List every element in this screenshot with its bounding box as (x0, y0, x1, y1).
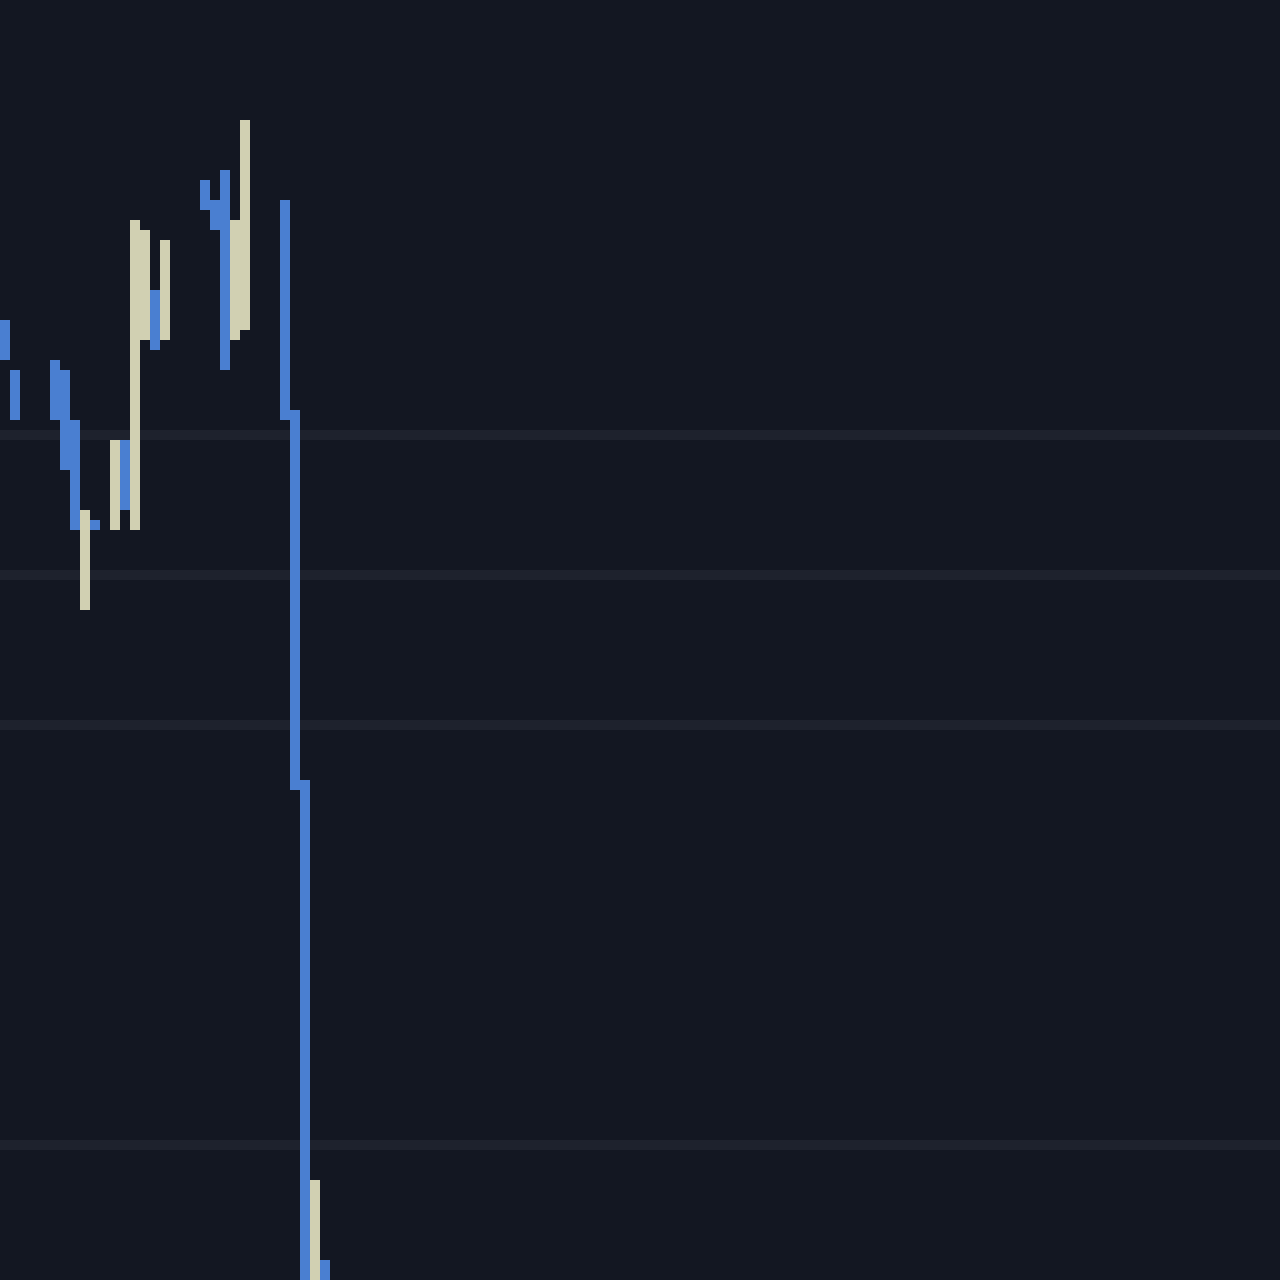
candle-20 (300, 780, 310, 1280)
candle-4 (70, 420, 80, 530)
candle-15 (220, 170, 230, 370)
candle-10 (140, 230, 150, 340)
candle-7 (110, 440, 120, 530)
candle-0 (0, 320, 10, 360)
candle-2 (50, 360, 60, 420)
grid-line-1 (0, 570, 1280, 580)
candle-3 (60, 370, 70, 470)
candle-11 (150, 290, 160, 350)
candle-6 (90, 520, 100, 530)
candle-13 (200, 180, 210, 210)
candle-8 (120, 440, 130, 510)
candle-19 (290, 410, 300, 790)
candle-21 (310, 1180, 320, 1280)
grid-lines (0, 430, 1280, 1150)
grid-line-0 (0, 430, 1280, 440)
candle-9 (130, 220, 140, 530)
candle-17 (240, 120, 250, 330)
candle-5 (80, 510, 90, 610)
candle-1 (10, 370, 20, 420)
candle-18 (280, 200, 290, 420)
candle-12 (160, 240, 170, 340)
candle-14 (210, 200, 220, 230)
grid-line-3 (0, 1140, 1280, 1150)
grid-line-2 (0, 720, 1280, 730)
candle-22 (320, 1260, 330, 1280)
candle-16 (230, 220, 240, 340)
candles (0, 120, 330, 1280)
